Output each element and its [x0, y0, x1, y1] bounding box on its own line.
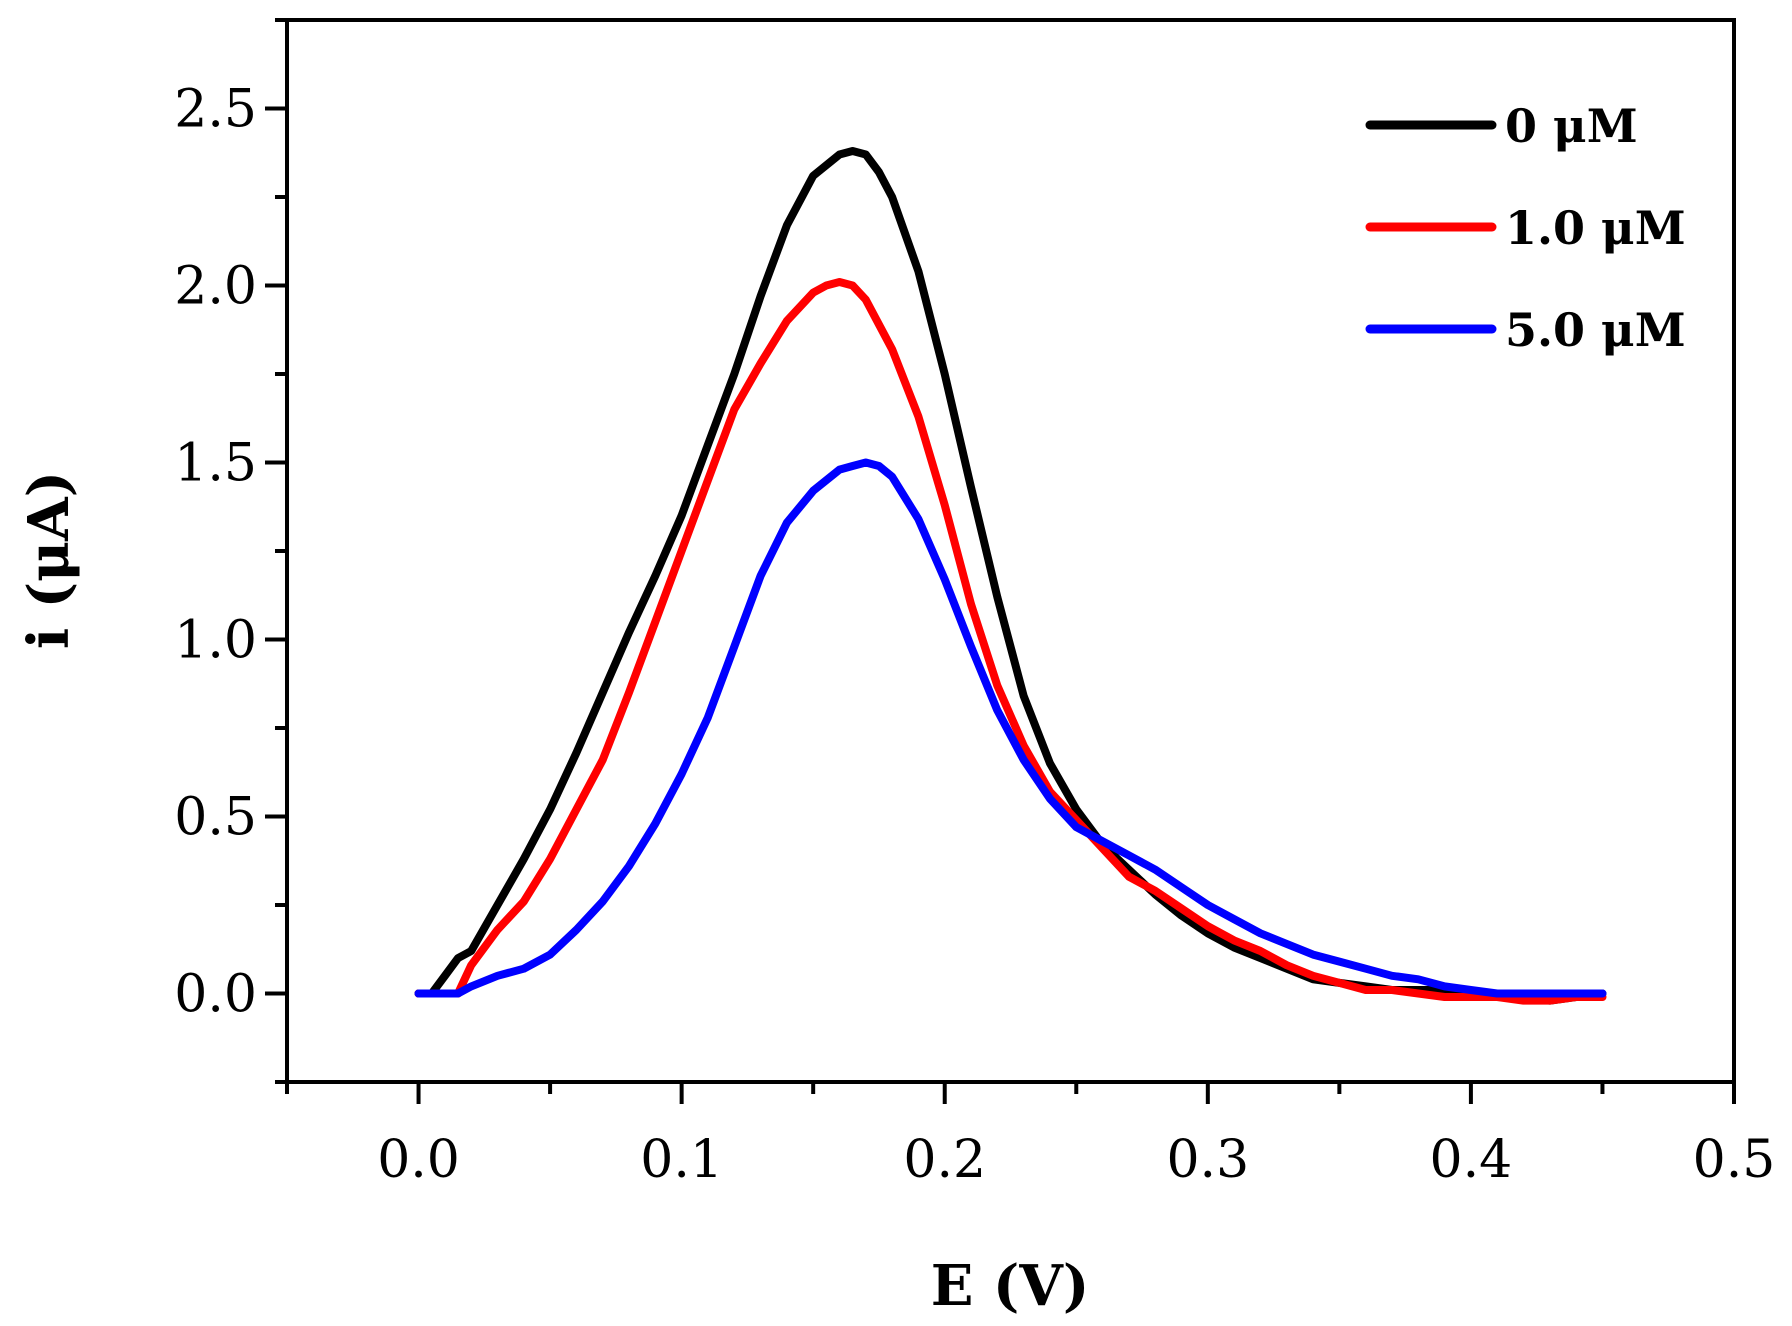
x-tick-label: 0.3 [1166, 1130, 1249, 1190]
x-axis-title: E (V) [931, 1253, 1090, 1319]
y-tick-label: 1.5 [174, 434, 257, 494]
y-tick-label: 0.0 [174, 965, 257, 1025]
x-tick-label: 0.4 [1430, 1130, 1513, 1190]
x-tick-label: 0.5 [1693, 1130, 1776, 1190]
series-line-1 [414, 278, 1607, 1005]
y-tick-label: 2.0 [174, 257, 257, 317]
legend-label: 0 μM [1505, 99, 1638, 153]
axis-layer: 0.0 0.1 0.2 0.3 0.4 0.5 0.0 0.5 1.0 1.5 2.0 2.5 [174, 18, 1776, 1190]
legend: 0 μM 1.0 μM 5.0 μM [1365, 99, 1686, 357]
series-layer [414, 147, 1607, 1005]
legend-label: 1.0 μM [1505, 201, 1686, 255]
legend-label: 5.0 μM [1505, 303, 1686, 357]
y-tick-label: 0.5 [174, 788, 257, 848]
y-tick-label: 2.5 [174, 80, 257, 140]
series-line-0 [414, 147, 1607, 1005]
series-line-2 [414, 458, 1607, 998]
x-tick-label: 0.1 [640, 1130, 723, 1190]
x-tick-label: 0.0 [377, 1130, 460, 1190]
x-tick-label: 0.2 [903, 1130, 986, 1190]
y-tick-label: 1.0 [174, 611, 257, 671]
y-axis-title: i (μA) [16, 471, 82, 649]
